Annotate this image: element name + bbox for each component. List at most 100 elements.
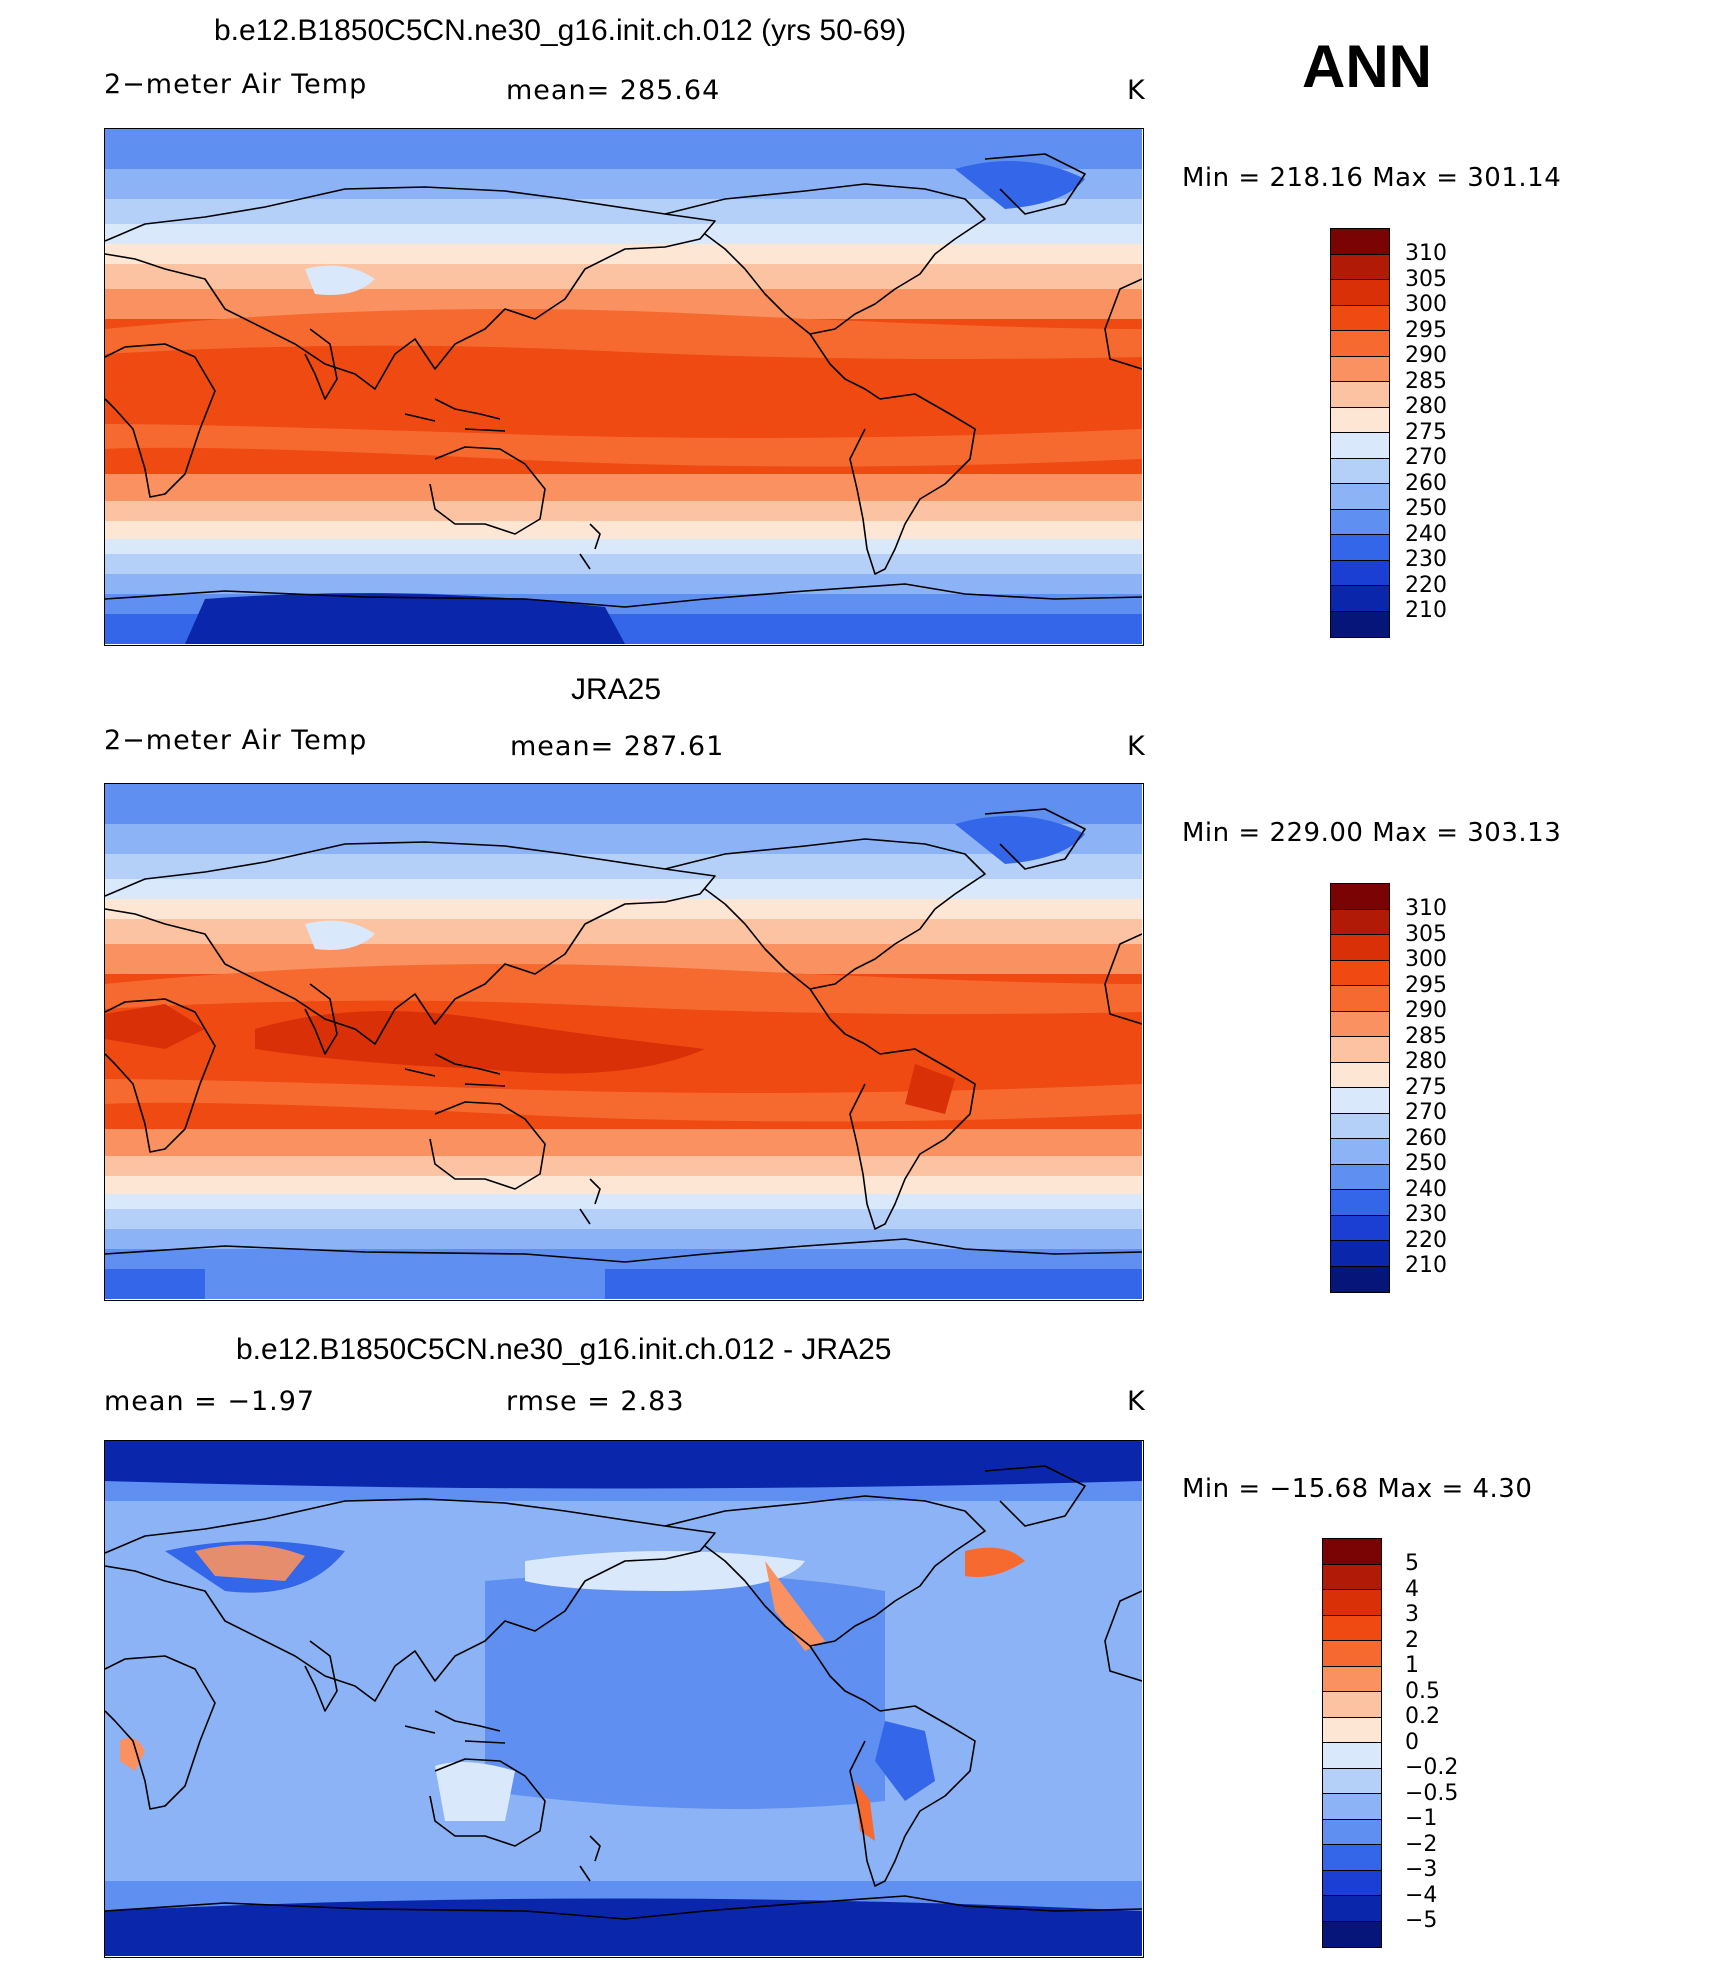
colorbar-swatch (1331, 1088, 1389, 1114)
colorbar-tick-label: 305 (1405, 921, 1447, 947)
colorbar-tick-label: 4 (1405, 1576, 1419, 1602)
panel-1-mean: mean= 285.64 (506, 75, 721, 106)
colorbar-tick-label: 290 (1405, 343, 1447, 368)
colorbar-swatch (1331, 611, 1389, 637)
colorbar-swatch (1331, 1011, 1389, 1037)
colorbar-swatch (1323, 1692, 1381, 1718)
colorbar-swatch (1331, 484, 1389, 510)
colorbar-tick-label: 240 (1405, 521, 1447, 547)
colorbar-swatch (1331, 1062, 1389, 1088)
panel-2-title: JRA25 (571, 673, 662, 706)
colorbar-swatch (1331, 884, 1389, 910)
colorbar-tick-label: −2 (1405, 1831, 1438, 1857)
colorbar-swatch (1331, 960, 1389, 986)
colorbar-tick-label: 240 (1405, 1176, 1447, 1202)
colorbar-tick-label: 210 (1405, 1253, 1447, 1278)
panel-3-minmax: Min = −15.68 Max = 4.30 (1182, 1474, 1533, 1504)
colorbar-tick-label: 310 (1405, 241, 1447, 266)
panel-3-title: b.e12.B1850C5CN.ne30_g16.init.ch.012 - J… (236, 1333, 892, 1366)
season-label: ANN (1302, 33, 1432, 100)
colorbar-swatch (1331, 229, 1389, 255)
panel-2-variable: 2−meter Air Temp (104, 725, 368, 756)
colorbar-swatch (1323, 1896, 1381, 1922)
colorbar-swatch (1331, 509, 1389, 535)
colorbar-tick-label: 0.2 (1405, 1704, 1440, 1729)
panel-2-minmax: Min = 229.00 Max = 303.13 (1182, 818, 1562, 848)
colorbar-tick-label: 270 (1405, 1100, 1447, 1125)
colorbar-swatch (1323, 1666, 1381, 1692)
panel-2-map (104, 783, 1144, 1301)
colorbar-swatch (1323, 1819, 1381, 1845)
panel-3-mean: mean = −1.97 (104, 1386, 316, 1417)
colorbar-swatch (1323, 1743, 1381, 1769)
colorbar-tick-label: 0.5 (1405, 1678, 1440, 1704)
colorbar-tick-label: 230 (1405, 1202, 1447, 1227)
colorbar-swatch (1331, 1164, 1389, 1190)
colorbar-tick-label: 285 (1405, 1023, 1447, 1049)
colorbar-tick-label: 275 (1405, 1074, 1447, 1100)
colorbar-swatch (1331, 280, 1389, 306)
colorbar-swatch (1323, 1539, 1381, 1565)
colorbar-tick-label: 300 (1405, 292, 1447, 317)
colorbar-swatch (1331, 407, 1389, 433)
colorbar-tick-label: 250 (1405, 496, 1447, 521)
colorbar-tick-label: 295 (1405, 972, 1447, 998)
colorbar-tick-label: 220 (1405, 1227, 1447, 1253)
colorbar-swatch (1331, 356, 1389, 382)
colorbar-tick-label: 300 (1405, 947, 1447, 972)
panel-2-colorbar (1330, 883, 1390, 1293)
panel-3-units: K (1127, 1386, 1146, 1417)
colorbar-swatch (1331, 1266, 1389, 1292)
colorbar-swatch (1331, 254, 1389, 280)
colorbar-tick-label: 5 (1405, 1551, 1419, 1576)
panel-1-map (104, 128, 1144, 646)
panel-2-units: K (1127, 731, 1146, 762)
colorbar-swatch (1323, 1564, 1381, 1590)
colorbar-swatch (1323, 1870, 1381, 1896)
colorbar-tick-label: 1 (1405, 1653, 1419, 1678)
colorbar-tick-label: 220 (1405, 572, 1447, 598)
colorbar-swatch (1323, 1768, 1381, 1794)
panel-3-rmse: rmse = 2.83 (506, 1386, 685, 1417)
colorbar-swatch (1331, 1190, 1389, 1216)
colorbar-swatch (1323, 1921, 1381, 1947)
colorbar-swatch (1331, 909, 1389, 935)
colorbar-swatch (1323, 1717, 1381, 1743)
colorbar-swatch (1331, 1139, 1389, 1165)
colorbar-tick-label: 280 (1405, 1049, 1447, 1074)
colorbar-swatch (1331, 935, 1389, 961)
colorbar-tick-label: −0.2 (1405, 1755, 1459, 1780)
panel-1-minmax: Min = 218.16 Max = 301.14 (1182, 163, 1562, 193)
colorbar-tick-label: −3 (1405, 1857, 1438, 1882)
colorbar-tick-label: 305 (1405, 266, 1447, 292)
colorbar-tick-label: 290 (1405, 998, 1447, 1023)
colorbar-tick-label: 250 (1405, 1151, 1447, 1176)
colorbar-swatch (1331, 986, 1389, 1012)
colorbar-swatch (1331, 331, 1389, 357)
panel-1-colorbar-labels: 310 305 300 295 290 285 280 275 270 260 250 240 230 2… (1405, 241, 1447, 624)
colorbar-swatch (1323, 1615, 1381, 1641)
colorbar-swatch (1331, 535, 1389, 561)
colorbar-swatch (1331, 560, 1389, 586)
colorbar-tick-label: 3 (1405, 1602, 1419, 1627)
colorbar-tick-label: 210 (1405, 598, 1447, 623)
colorbar-swatch (1331, 382, 1389, 408)
panel-2-mean: mean= 287.61 (510, 731, 725, 762)
colorbar-swatch (1331, 1215, 1389, 1241)
panel-3-colorbar (1322, 1538, 1382, 1948)
colorbar-tick-label: 270 (1405, 445, 1447, 470)
colorbar-swatch (1331, 1241, 1389, 1267)
panel-2-colorbar-labels: 310 305 300 295 290 285 280 275 270 260 250 240 230 2… (1405, 896, 1447, 1279)
colorbar-swatch (1331, 433, 1389, 459)
colorbar-tick-label: −1 (1405, 1806, 1438, 1831)
colorbar-swatch (1331, 1113, 1389, 1139)
panel-1-units: K (1127, 75, 1146, 106)
colorbar-tick-label: 2 (1405, 1627, 1419, 1653)
colorbar-swatch (1323, 1845, 1381, 1871)
colorbar-swatch (1331, 1037, 1389, 1063)
colorbar-tick-label: 285 (1405, 368, 1447, 394)
panel-3-colorbar-labels: 5 4 3 2 1 0.5 0.2 0 −0.2 −0.5 −1 −2 −3 −4 −5 (1405, 1551, 1458, 1934)
colorbar-tick-label: 280 (1405, 394, 1447, 419)
panel-3-map (104, 1440, 1144, 1958)
colorbar-swatch (1331, 586, 1389, 612)
